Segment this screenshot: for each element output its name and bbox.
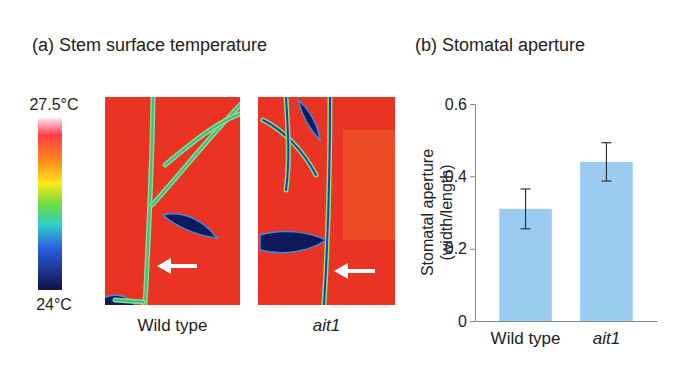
warm-patch bbox=[343, 130, 395, 240]
thermal-background bbox=[258, 97, 395, 305]
y-tick-label: 0.6 bbox=[445, 96, 467, 113]
stem-edge bbox=[324, 97, 330, 305]
thermal-image bbox=[105, 97, 240, 305]
y-tick-label: 0 bbox=[458, 313, 467, 330]
stem-core bbox=[152, 100, 240, 205]
y-tick-mark bbox=[470, 176, 475, 177]
image-label: ait1 bbox=[313, 316, 340, 335]
image-label: Wild type bbox=[138, 316, 208, 335]
error-bar bbox=[521, 189, 531, 229]
stem-edge bbox=[145, 97, 153, 305]
error-bar-cap bbox=[601, 142, 611, 143]
x-axis: Wild type ait1 bbox=[476, 322, 658, 349]
colorbar-tick-label: 27.5°C bbox=[29, 96, 78, 113]
y-axis-line bbox=[475, 105, 476, 322]
x-tick-label: Wild type bbox=[491, 329, 561, 348]
panel-title: (a) Stem surface temperature bbox=[32, 35, 267, 55]
stem-edge bbox=[152, 100, 240, 205]
stem-core bbox=[145, 97, 153, 305]
figure: (a) Stem surface temperature 27.5°C 24°C Wi… bbox=[0, 0, 700, 380]
colorbar bbox=[38, 118, 62, 290]
error-bar-cap bbox=[521, 228, 531, 229]
x-tick: ait1 bbox=[593, 329, 620, 348]
y-axis-title: Stomatal aperture bbox=[419, 149, 436, 276]
leaf bbox=[163, 214, 217, 238]
stem-edge bbox=[115, 300, 143, 302]
y-axis-title: (width/length) bbox=[438, 164, 455, 260]
stem-core bbox=[165, 112, 240, 165]
plot-area bbox=[499, 143, 632, 321]
leaf bbox=[298, 100, 320, 140]
stem-edge bbox=[286, 97, 288, 190]
x-axis-line bbox=[476, 321, 658, 322]
y-tick-mark bbox=[470, 249, 475, 250]
arrow-head bbox=[157, 258, 171, 274]
error-bar-cap bbox=[601, 180, 611, 181]
y-tick-mark bbox=[470, 104, 475, 105]
y-tick: 0.6 bbox=[445, 96, 475, 113]
leaf bbox=[260, 231, 326, 252]
y-tick-mark bbox=[470, 321, 475, 322]
stem-core bbox=[286, 97, 288, 190]
colorbar-tick-label: 24°C bbox=[36, 296, 72, 313]
error-bar-stem bbox=[525, 189, 526, 229]
x-tick-label: ait1 bbox=[593, 329, 620, 348]
y-tick: 0 bbox=[458, 313, 475, 330]
error-bar-stem bbox=[606, 143, 607, 181]
thermal-image bbox=[258, 97, 395, 305]
error-bar-cap bbox=[521, 188, 531, 189]
stem-core bbox=[115, 300, 143, 302]
bar bbox=[580, 162, 633, 321]
error-bar bbox=[601, 143, 611, 181]
x-tick: Wild type bbox=[491, 329, 561, 348]
stem-core bbox=[324, 97, 330, 305]
panel-title: (b) Stomatal aperture bbox=[415, 35, 585, 55]
stem-edge bbox=[165, 112, 240, 165]
arrow-head bbox=[334, 263, 348, 279]
